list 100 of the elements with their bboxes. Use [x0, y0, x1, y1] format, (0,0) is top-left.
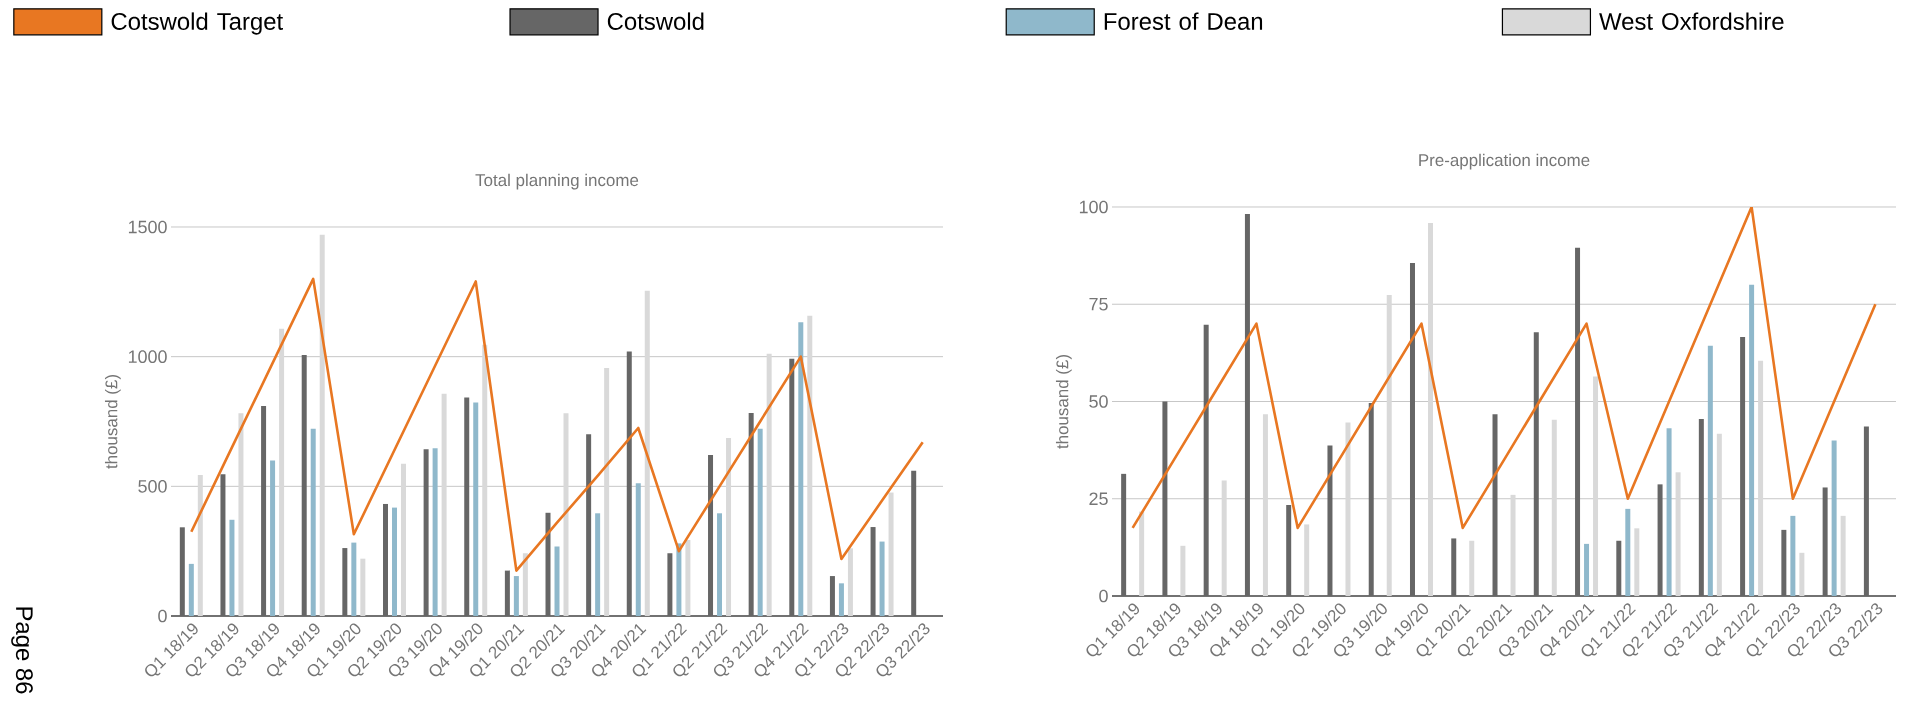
bar — [1740, 336, 1746, 596]
bar — [798, 322, 804, 616]
bar — [1625, 508, 1631, 596]
bar — [604, 368, 610, 616]
bar — [626, 351, 632, 616]
bar — [667, 553, 673, 616]
bar — [1469, 540, 1475, 596]
bar — [1863, 426, 1869, 596]
bar — [1575, 247, 1581, 596]
y-tick-label: 100 — [1079, 200, 1108, 214]
legend-label: Forest of Dean — [1104, 12, 1263, 30]
bar — [1790, 515, 1796, 596]
y-tick-label: 0 — [1099, 589, 1108, 603]
bar — [1822, 487, 1828, 596]
bar — [351, 542, 357, 616]
y-tick-label: 500 — [138, 479, 167, 493]
legend-label: West Oxfordshire — [1599, 12, 1784, 30]
chart-title: Total planning income — [475, 173, 639, 190]
bar — [441, 393, 447, 616]
bar — [1244, 214, 1250, 596]
bar — [1345, 422, 1351, 596]
bar — [188, 563, 194, 616]
bar — [870, 527, 876, 616]
bar — [1781, 529, 1787, 596]
bar — [1758, 360, 1764, 596]
bar — [179, 527, 185, 616]
bar — [829, 576, 835, 616]
bar — [279, 328, 285, 616]
bar — [1139, 511, 1145, 596]
bar — [1368, 403, 1374, 596]
bar — [504, 570, 510, 616]
bar — [522, 553, 528, 616]
y-axis-title: thousand (£) — [104, 375, 121, 469]
bar — [1533, 332, 1539, 596]
bar — [261, 405, 267, 616]
bar — [1492, 414, 1498, 596]
bar — [1840, 515, 1846, 596]
text: Page 86 — [11, 607, 33, 694]
bar — [1262, 414, 1268, 596]
bar — [1593, 376, 1599, 596]
bar — [197, 474, 203, 616]
bar — [1634, 528, 1640, 596]
chart-title: Pre-application income — [1419, 153, 1590, 170]
bar — [1675, 472, 1681, 596]
bar — [391, 507, 397, 616]
bar — [1203, 324, 1209, 596]
y-tick-label: 1000 — [128, 350, 167, 364]
bar — [473, 402, 479, 616]
bar — [1121, 473, 1127, 596]
bar — [545, 512, 551, 616]
bar — [1551, 419, 1557, 596]
bar — [1799, 552, 1805, 596]
bar — [1749, 284, 1755, 596]
bar — [423, 449, 429, 616]
bar — [1180, 545, 1186, 596]
y-tick-label: 75 — [1089, 297, 1108, 311]
bar — [1451, 538, 1457, 596]
bar — [726, 438, 732, 616]
bar — [748, 412, 754, 616]
bar — [595, 513, 601, 616]
bar — [301, 355, 307, 616]
bar — [1409, 263, 1415, 596]
bar — [360, 558, 366, 616]
bar — [685, 540, 691, 616]
bar — [676, 543, 682, 616]
bar — [220, 474, 226, 616]
bar — [708, 454, 714, 616]
bar — [789, 358, 795, 616]
bar — [717, 513, 723, 616]
bar — [382, 503, 388, 616]
bar — [513, 576, 519, 616]
bar — [464, 397, 470, 616]
bar — [1286, 504, 1292, 596]
bar — [1221, 480, 1227, 596]
y-tick-label: 1500 — [128, 220, 167, 234]
bar — [586, 434, 592, 616]
bar — [838, 583, 844, 616]
bar — [847, 548, 853, 616]
bar — [1510, 494, 1516, 596]
bar — [1616, 540, 1622, 596]
line-series — [1131, 206, 1877, 530]
bar — [888, 492, 894, 616]
bar — [1327, 445, 1333, 596]
bar — [319, 234, 325, 616]
bar — [1666, 428, 1672, 596]
bar — [911, 470, 917, 616]
bar — [482, 344, 488, 616]
bar — [1657, 484, 1663, 596]
bar — [766, 353, 772, 616]
bar — [879, 541, 885, 616]
bar — [1707, 345, 1713, 596]
legend-label: Cotswold — [607, 12, 704, 30]
bar — [342, 548, 348, 616]
bar — [400, 463, 406, 616]
bar — [1584, 543, 1590, 596]
bar — [1716, 433, 1722, 596]
bar — [310, 428, 316, 616]
bar — [432, 448, 438, 616]
bar — [1427, 222, 1433, 596]
bar — [238, 413, 244, 616]
